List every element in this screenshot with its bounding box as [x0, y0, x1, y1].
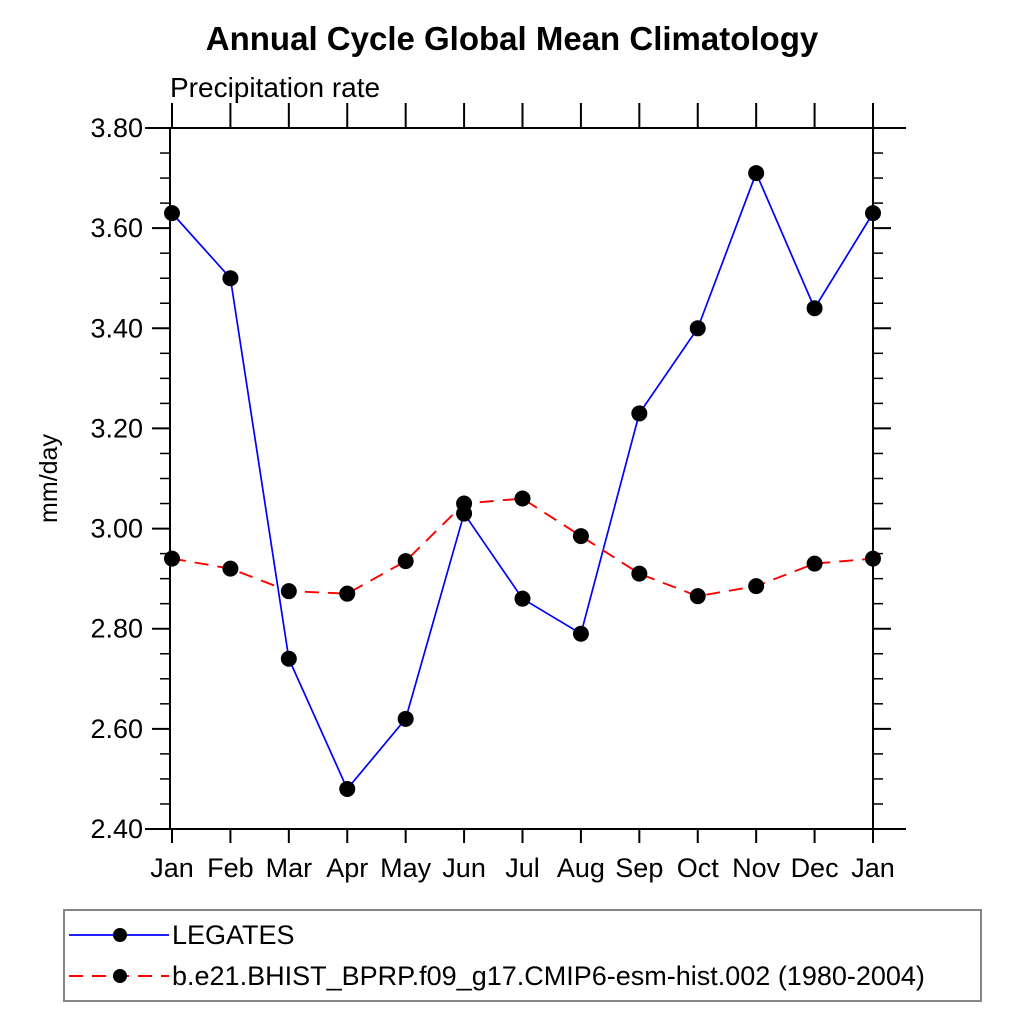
y-tick-label: 3.80: [90, 113, 143, 143]
y-tick-label: 3.60: [90, 213, 143, 243]
data-point-series-0: [280, 650, 297, 667]
data-point-series-0: [631, 405, 648, 422]
data-point-series-0: [397, 710, 414, 727]
data-point-series-1: [339, 585, 356, 602]
legend-item-legates: LEGATES: [65, 918, 980, 952]
data-point-series-1: [222, 560, 239, 577]
x-tick-label: Oct: [677, 853, 720, 883]
x-tick-label: Feb: [207, 853, 254, 883]
x-tick-label: Dec: [791, 853, 839, 883]
y-tick-label: 3.40: [90, 313, 143, 343]
data-point-series-1: [514, 490, 531, 507]
data-point-series-0: [806, 300, 823, 317]
x-tick-label: Mar: [266, 853, 313, 883]
axis-left-title: Precipitation rate: [170, 72, 381, 103]
data-point-series-1: [631, 565, 648, 582]
data-point-series-0: [572, 625, 589, 642]
data-point-series-0: [222, 270, 239, 287]
y-axis-label: mm/day: [35, 434, 63, 523]
chart-title: Annual Cycle Global Mean Climatology: [205, 20, 819, 57]
x-tick-label: Jul: [505, 853, 540, 883]
x-tick-label: Jun: [442, 853, 486, 883]
series-line-0: [171, 170, 874, 791]
data-point-series-0: [689, 320, 706, 337]
legend-item-model: b.e21.BHIST_BPRP.f09_g17.CMIP6-esm-hist.…: [65, 959, 980, 993]
data-point-series-1: [397, 553, 414, 570]
data-point-series-1: [164, 550, 180, 567]
data-point-series-1: [280, 583, 297, 600]
x-tick-label: Jan: [851, 853, 895, 883]
data-point-series-1: [456, 495, 473, 512]
data-point-series-0: [339, 780, 356, 797]
y-tick-label: 3.20: [90, 413, 143, 443]
legend-sample-solid-line: [69, 928, 169, 942]
legend-label-model: b.e21.BHIST_BPRP.f09_g17.CMIP6-esm-hist.…: [172, 960, 925, 991]
data-point-series-1: [748, 578, 765, 595]
data-point-series-1: [806, 555, 823, 572]
x-tick-label: May: [380, 853, 432, 883]
data-point-series-0: [164, 205, 180, 222]
legend-label-legates: LEGATES: [172, 919, 295, 950]
y-tick-label: 2.60: [90, 714, 143, 744]
y-tick-label: 3.00: [90, 514, 143, 544]
legend-sample-dashed-line: [69, 969, 169, 983]
x-tick-label: Aug: [557, 853, 605, 883]
y-tick-label: 2.80: [90, 614, 143, 644]
legend-box: LEGATES b.e21.BHIST_BPRP.f09_g17.CMIP6-e…: [63, 909, 982, 1002]
plot-area: Jan Feb Mar Apr May Jun Jul Aug Sep Oct Nov Dec Jan2…: [35, 103, 906, 883]
x-tick-label: Nov: [732, 853, 781, 883]
legend-marker-dot: [113, 928, 127, 942]
y-tick-label: 2.40: [90, 814, 143, 844]
x-tick-label: Jan: [150, 853, 194, 883]
legend-marker-dot: [113, 969, 127, 983]
data-point-series-1: [865, 550, 881, 567]
x-tick-label: Sep: [615, 853, 663, 883]
data-point-series-0: [514, 590, 531, 607]
data-point-series-0: [865, 205, 881, 222]
data-point-series-1: [689, 588, 706, 605]
data-point-series-1: [572, 528, 589, 545]
x-tick-label: Apr: [326, 853, 368, 883]
data-point-series-0: [748, 165, 765, 182]
